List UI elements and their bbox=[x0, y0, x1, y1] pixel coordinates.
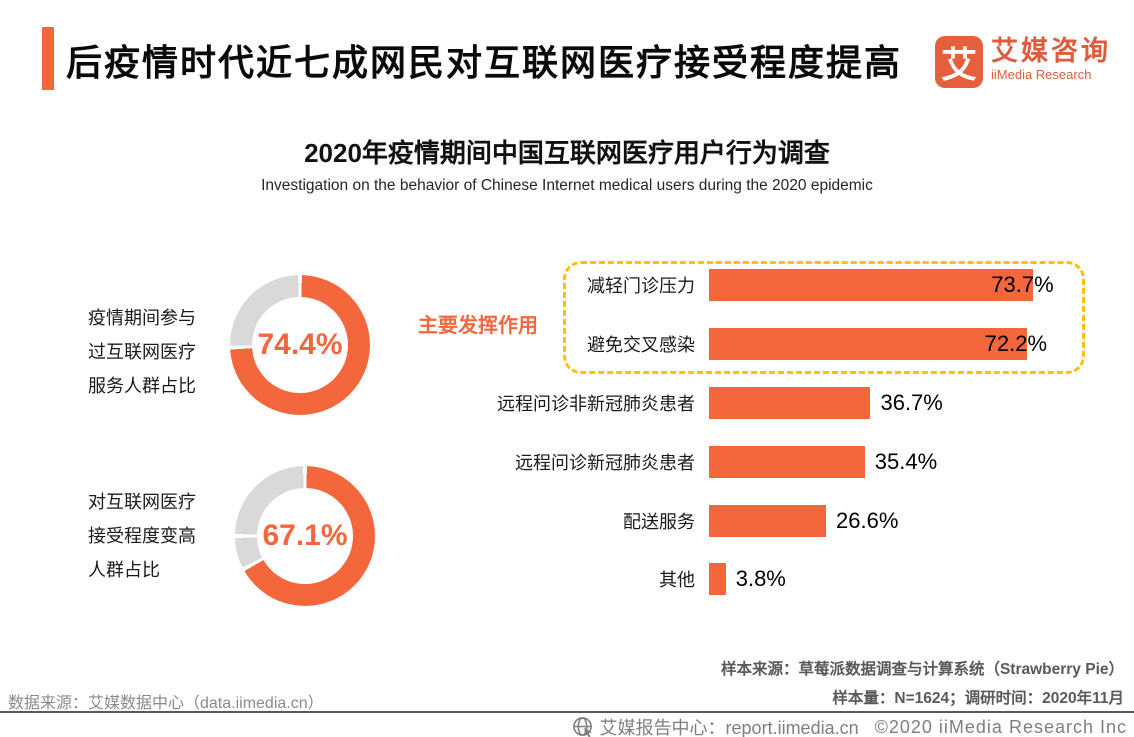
donut-2-label: 对互联网医疗 接受程度变高 人群占比 bbox=[88, 485, 238, 587]
sample-size-note: 样本量：N=1624；调研时间：2020年11月 bbox=[832, 690, 1124, 707]
copyright-text: ©2020 iiMedia Research Inc bbox=[874, 716, 1127, 737]
bar-row: 避免交叉感染 72.2% bbox=[430, 315, 1120, 374]
bar-chart: 减轻门诊压力 73.7% 避免交叉感染 72.2% 远程问诊非新冠肺炎患者 36.7% 远程… bbox=[430, 256, 1120, 609]
bar bbox=[709, 269, 1034, 302]
donut-chart-participation: 74.4% bbox=[230, 275, 370, 415]
donut-1-label-line: 服务人群占比 bbox=[88, 376, 196, 396]
bar-row: 减轻门诊压力 73.7% bbox=[430, 256, 1120, 315]
title-accent-bar bbox=[42, 27, 54, 90]
bar-annotation: 主要发挥作用 bbox=[418, 315, 538, 337]
bar bbox=[709, 386, 871, 419]
bar-category-label: 减轻门诊压力 bbox=[587, 276, 695, 297]
bar bbox=[709, 445, 865, 478]
sample-source-note: 样本来源：草莓派数据调查与计算系统（Strawberry Pie） bbox=[720, 661, 1124, 678]
bar-value-label: 36.7% bbox=[880, 389, 943, 415]
bar-category-label: 避免交叉感染 bbox=[587, 335, 695, 356]
donut-1-label: 疫情期间参与 过互联网医疗 服务人群占比 bbox=[88, 301, 238, 403]
chart-subtitle: Investigation on the behavior of Chinese… bbox=[261, 177, 873, 194]
highlight-dashed-box bbox=[563, 261, 1085, 374]
bar-row: 配送服务 26.6% bbox=[430, 491, 1120, 550]
bar-category-label: 远程问诊非新冠肺炎患者 bbox=[497, 393, 695, 414]
bar bbox=[709, 563, 726, 596]
globe-cursor-icon bbox=[572, 716, 594, 737]
iimedia-logo-icon: 艾 bbox=[935, 36, 983, 88]
page-title: 后疫情时代近七成网民对互联网医疗接受程度提高 bbox=[66, 42, 903, 83]
bar-category-label: 配送服务 bbox=[623, 511, 695, 532]
footer-divider bbox=[0, 711, 1134, 713]
bar-value-label: 35.4% bbox=[874, 448, 938, 474]
bar-value-label: 72.2% bbox=[984, 331, 1048, 357]
bar bbox=[709, 504, 827, 537]
data-source-note: 数据来源：艾媒数据中心（data.iimedia.cn） bbox=[8, 695, 324, 712]
footer: 艾媒报告中心：report.iimedia.cn ©2020 iiMedia R… bbox=[572, 714, 1127, 737]
donut-2-label-line: 人群占比 bbox=[88, 560, 160, 580]
donut-hole bbox=[252, 297, 348, 393]
donut-2-value: 67.1% bbox=[262, 519, 348, 552]
chart-title: 2020年疫情期间中国互联网医疗用户行为调查 bbox=[304, 138, 830, 168]
iimedia-logo-text: 艾媒咨询 iiMedia Research bbox=[991, 36, 1111, 82]
donut-chart-acceptance: 67.1% bbox=[235, 466, 375, 606]
bar-category-label: 其他 bbox=[659, 570, 695, 591]
bar bbox=[709, 328, 1027, 361]
bar-row: 远程问诊非新冠肺炎患者 36.7% bbox=[430, 374, 1120, 433]
bar-row: 其他 3.8% bbox=[430, 550, 1120, 609]
logo-name-cn: 艾媒咨询 bbox=[991, 36, 1111, 66]
donut-2-label-line: 对互联网医疗 bbox=[88, 492, 196, 512]
bar-category-label: 远程问诊新冠肺炎患者 bbox=[515, 452, 695, 473]
logo-name-en: iiMedia Research bbox=[991, 67, 1092, 82]
iimedia-logo: 艾 艾媒咨询 iiMedia Research bbox=[935, 36, 1111, 88]
bar-row: 远程问诊新冠肺炎患者 35.4% bbox=[430, 432, 1120, 491]
donut-2-label-line: 接受程度变高 bbox=[88, 526, 196, 546]
report-center-link: 艾媒报告中心：report.iimedia.cn bbox=[599, 718, 859, 737]
donut-hole bbox=[257, 488, 353, 584]
bar-value-label: 3.8% bbox=[735, 566, 786, 592]
bar-value-label: 73.7% bbox=[991, 272, 1054, 298]
sample-notes: 样本来源：草莓派数据调查与计算系统（Strawberry Pie） 样本量：N=… bbox=[721, 655, 1124, 713]
donut-1-label-line: 疫情期间参与 bbox=[88, 308, 196, 328]
donut-1-label-line: 过互联网医疗 bbox=[88, 342, 196, 362]
bar-value-label: 26.6% bbox=[836, 507, 899, 533]
donut-1-value: 74.4% bbox=[257, 328, 343, 361]
